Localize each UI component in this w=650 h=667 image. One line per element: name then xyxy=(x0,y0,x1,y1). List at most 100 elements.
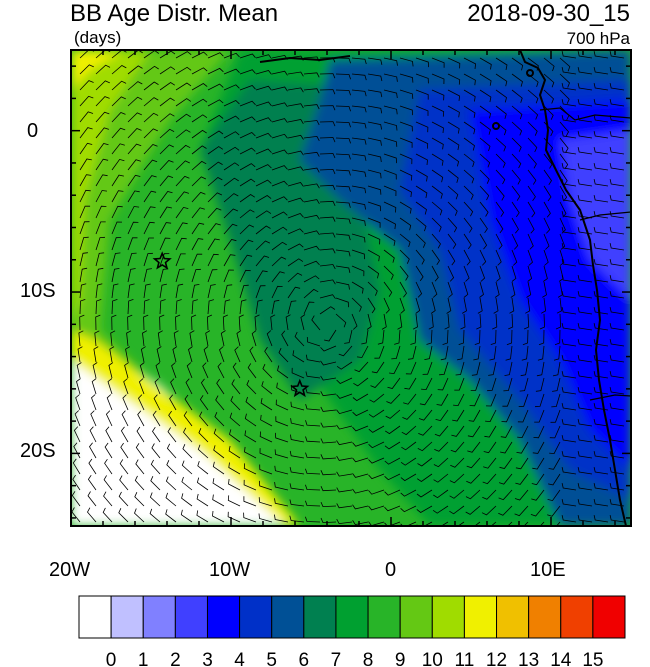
wind-barb xyxy=(319,137,336,143)
wind-barb xyxy=(223,254,236,267)
wind-barb xyxy=(593,387,609,395)
wind-barb xyxy=(399,249,410,264)
wind-barb xyxy=(108,362,114,379)
wind-barb xyxy=(167,427,177,443)
wind-barb xyxy=(335,185,351,192)
wind-barb xyxy=(149,492,161,507)
wind-barb xyxy=(118,491,129,507)
star-marker-1 xyxy=(152,251,172,270)
wind-barb xyxy=(577,499,593,507)
wind-barb xyxy=(527,265,533,282)
wind-barb xyxy=(553,345,561,361)
wind-barb xyxy=(609,211,625,219)
wind-barb xyxy=(418,409,433,421)
wind-barb xyxy=(383,265,394,280)
colorbar-box xyxy=(399,595,433,639)
wind-barb xyxy=(255,85,272,91)
wind-barb xyxy=(291,367,305,379)
wind-barb xyxy=(527,201,536,218)
wind-barb xyxy=(432,505,449,514)
wind-barb xyxy=(206,314,213,331)
wind-barb xyxy=(335,105,351,112)
wind-barb xyxy=(255,179,272,187)
wind-barb xyxy=(466,473,481,484)
wind-barb xyxy=(159,253,170,267)
colorbar-label: 5 xyxy=(266,650,277,667)
wind-barb xyxy=(175,82,192,91)
wind-barb xyxy=(319,248,336,254)
wind-barb xyxy=(511,217,519,234)
wind-barb xyxy=(543,73,555,88)
colorbar-box xyxy=(431,595,465,639)
colorbar-label: 9 xyxy=(395,650,406,667)
wind-barb xyxy=(511,73,523,87)
wind-barb xyxy=(183,411,193,427)
wind-barb xyxy=(207,99,224,107)
wind-barb xyxy=(94,330,100,347)
wind-barb xyxy=(287,272,303,283)
wind-barb xyxy=(143,112,159,123)
wind-barb xyxy=(125,346,131,363)
wind-barb xyxy=(495,57,508,70)
wind-barb xyxy=(335,217,351,225)
wind-barb xyxy=(223,131,240,139)
wind-barb xyxy=(479,217,488,234)
wind-barb xyxy=(534,393,545,408)
wind-barb xyxy=(416,473,433,482)
colorbar-box xyxy=(463,595,498,639)
wind-barb xyxy=(577,275,593,283)
wind-barb xyxy=(303,230,320,236)
wind-barb xyxy=(140,346,146,363)
colorbar-label: 7 xyxy=(331,650,342,667)
wind-barb xyxy=(515,473,529,485)
wind-barb xyxy=(134,508,145,523)
wind-barb xyxy=(168,410,177,427)
wind-barb xyxy=(151,443,161,459)
wind-barb xyxy=(399,217,412,231)
wind-barb xyxy=(436,393,449,406)
wind-barb xyxy=(383,169,397,180)
wind-barb xyxy=(577,307,593,315)
wind-barb xyxy=(352,520,369,526)
wind-barb xyxy=(87,507,97,523)
wind-barb xyxy=(593,195,609,203)
wind-barb xyxy=(431,105,445,117)
wind-barb xyxy=(143,81,159,91)
wind-barb xyxy=(461,297,467,314)
wind-barb xyxy=(281,330,289,347)
wind-barb xyxy=(561,211,577,219)
wind-barb xyxy=(196,493,209,507)
wind-barb xyxy=(191,284,200,299)
wind-barb xyxy=(303,167,320,173)
wind-barb xyxy=(159,144,174,155)
wind-barb xyxy=(306,336,321,347)
wind-barb xyxy=(367,105,383,114)
wind-barb xyxy=(381,313,387,330)
wind-barb xyxy=(320,486,337,492)
wind-barb xyxy=(479,249,487,266)
wind-barb xyxy=(290,418,305,427)
wind-barb xyxy=(175,191,190,203)
wind-barb xyxy=(511,201,520,218)
wind-barb xyxy=(450,457,465,468)
wind-barb xyxy=(609,515,625,523)
wind-barb xyxy=(287,197,304,203)
colorbar xyxy=(78,595,626,639)
wind-barb xyxy=(227,511,241,523)
wind-barb xyxy=(79,127,93,139)
lat-label-10s: 10S xyxy=(20,280,56,302)
wind-barb xyxy=(196,477,209,491)
wind-barb xyxy=(156,346,162,363)
wind-barb xyxy=(212,461,225,475)
wind-barb xyxy=(239,284,249,299)
wind-barb xyxy=(509,297,515,314)
wind-barb xyxy=(447,137,460,151)
wind-barb xyxy=(79,314,85,331)
wind-barb xyxy=(511,137,522,152)
wind-barb xyxy=(223,84,240,91)
wind-barb xyxy=(498,473,513,485)
wind-barb xyxy=(368,505,385,511)
wind-barb xyxy=(270,314,276,331)
wind-barb xyxy=(335,233,351,241)
